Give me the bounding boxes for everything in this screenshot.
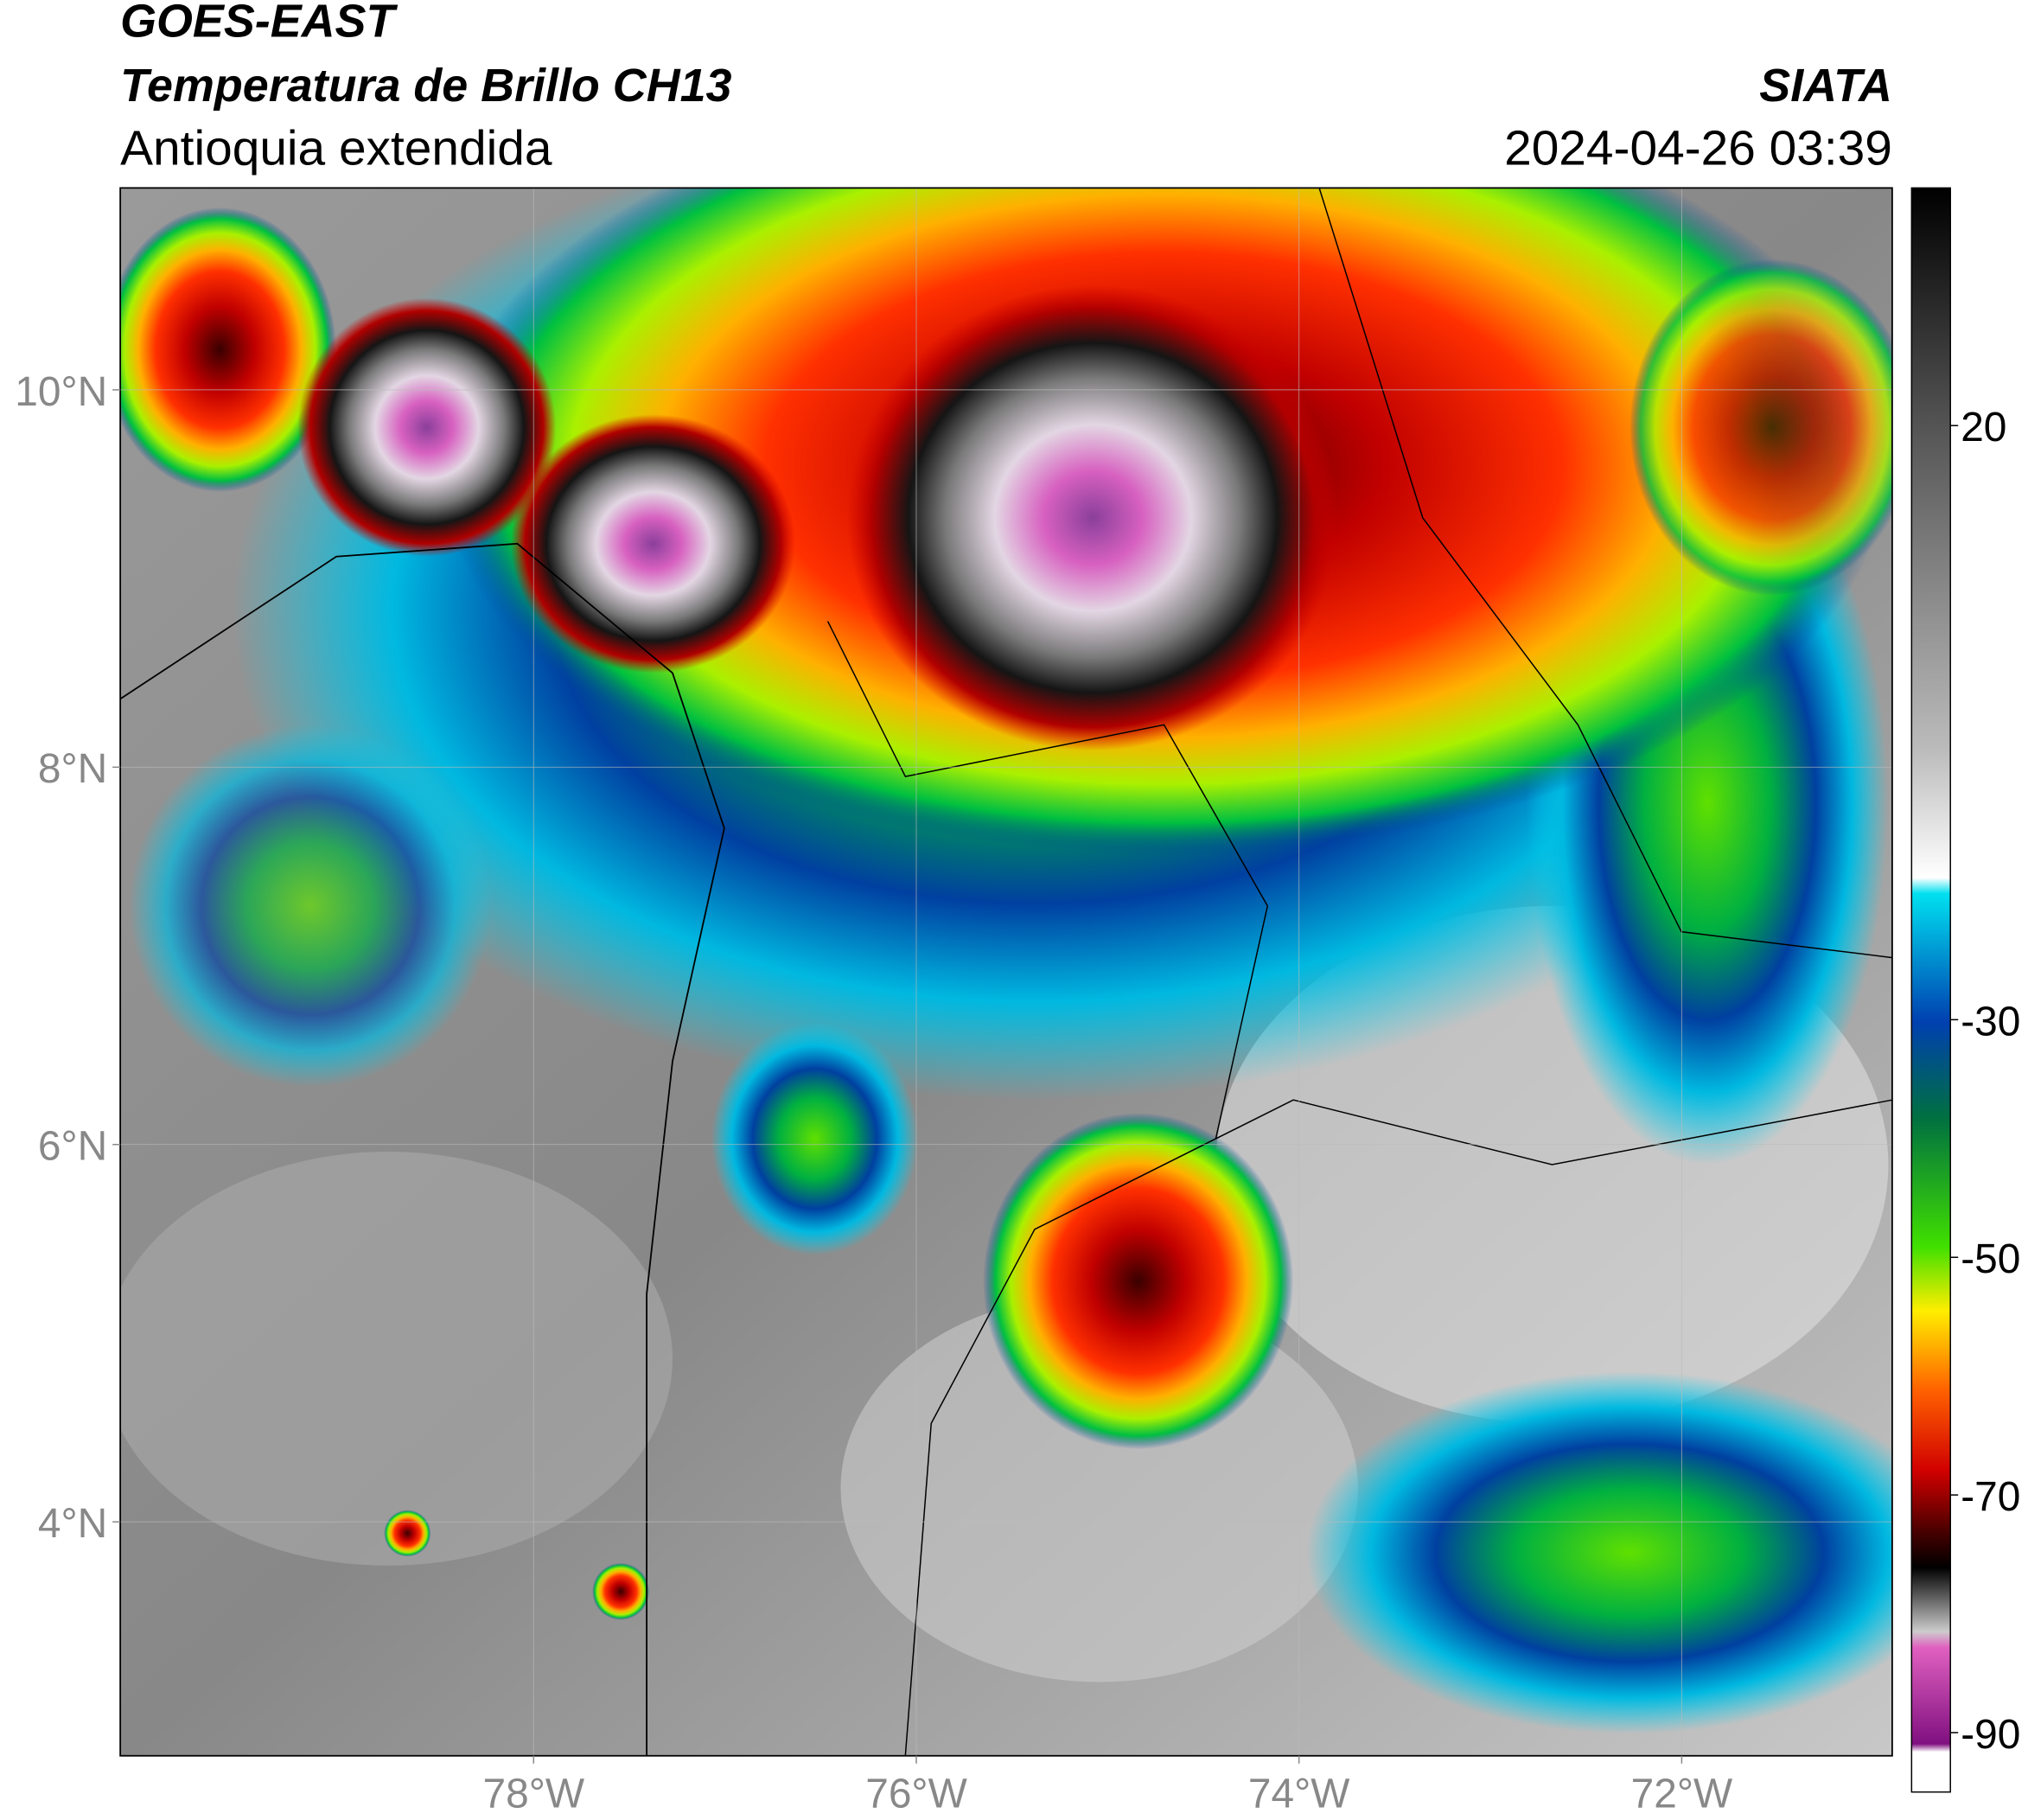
colorbar	[1910, 187, 1951, 1793]
y-tick-label: 4°N	[38, 1501, 107, 1547]
colorbar-tick-label: 20	[1961, 405, 2006, 450]
region: Antioquia extendida	[120, 121, 552, 176]
x-tick-label: 74°W	[1248, 1772, 1350, 1816]
map-frame	[119, 187, 1893, 1757]
y-tick-label: 10°N	[15, 369, 107, 415]
x-tick-label: 78°W	[482, 1772, 584, 1816]
datetime: 2024-04-26 03:39	[1504, 121, 1892, 176]
colorbar-tick-label: -30	[1961, 999, 2020, 1044]
source: SIATA	[1759, 60, 1892, 112]
x-tick-label: 72°W	[1631, 1772, 1733, 1816]
subtitle: Temperatura de Brillo CH13	[120, 60, 731, 112]
colorbar-tick-label: -50	[1961, 1236, 2020, 1282]
grid	[120, 188, 1892, 1756]
title: GOES-EAST	[120, 0, 398, 47]
y-tick-label: 6°N	[38, 1124, 107, 1170]
y-tick-label: 8°N	[38, 746, 107, 792]
colorbar-tick-label: -90	[1961, 1712, 2020, 1758]
x-tick-label: 76°W	[865, 1772, 967, 1816]
satellite-image	[120, 188, 1892, 1756]
colorbar-tick-label: -70	[1961, 1474, 2020, 1520]
